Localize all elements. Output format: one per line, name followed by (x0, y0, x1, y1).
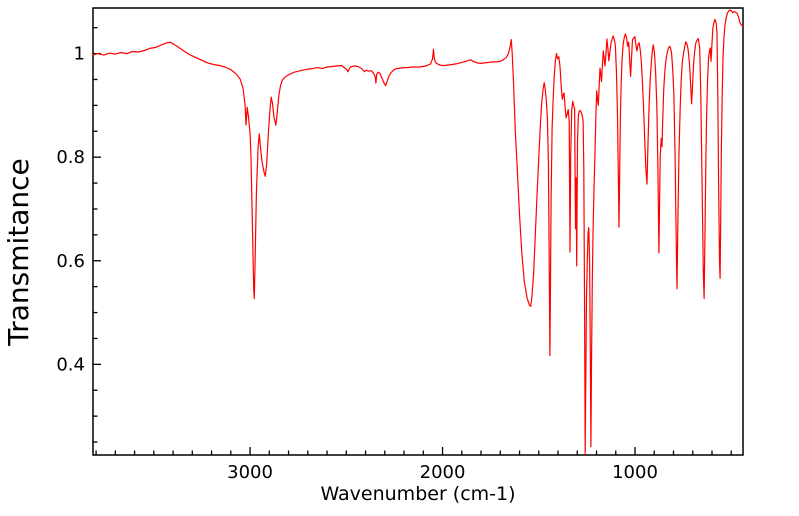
spectrum-line (92, 9, 744, 454)
x-axis-label: Wavenumber (cm-1) (320, 483, 515, 505)
x-tick-label: 3000 (227, 462, 273, 483)
x-axis-ticks (95, 447, 732, 455)
x-tick-label: 1000 (612, 462, 658, 483)
x-axis-tick-labels: 3000 2000 1000 (227, 462, 658, 483)
plot-frame (92, 7, 744, 456)
y-tick-label: 1 (74, 44, 85, 65)
x-tick-label: 2000 (420, 462, 466, 483)
y-tick-label: 0.6 (56, 251, 85, 272)
y-tick-label: 0.8 (56, 147, 85, 168)
y-axis-label: Transmitance (2, 158, 35, 347)
y-axis-ticks (93, 27, 101, 443)
y-axis-tick-labels: 1 0.8 0.6 0.4 (56, 44, 85, 376)
y-tick-label: 0.4 (56, 354, 85, 375)
